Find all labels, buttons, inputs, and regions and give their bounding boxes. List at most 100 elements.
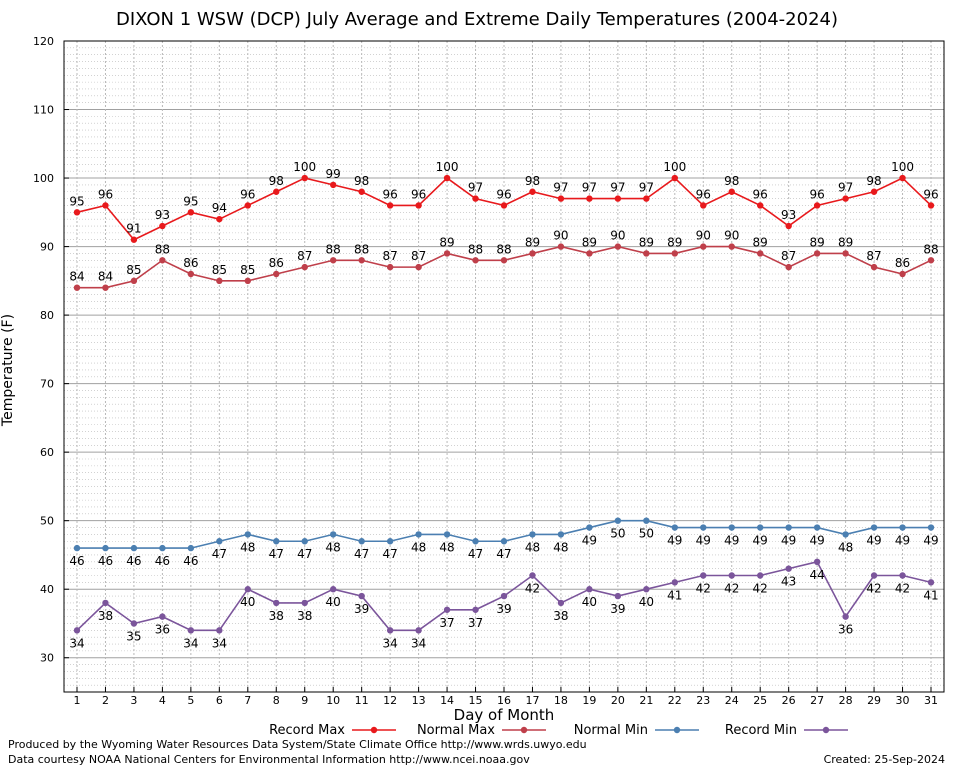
x-tick-label: 28 [839,694,853,707]
x-tick-label: 2 [102,694,109,707]
data-label: 98 [724,174,739,188]
data-label: 96 [240,187,255,201]
data-label: 47 [212,547,227,561]
data-point [927,257,935,264]
data-label: 39 [610,602,625,616]
data-label: 49 [753,534,768,548]
data-point [671,174,678,182]
data-point [842,195,849,202]
x-tick-label: 8 [273,694,280,707]
data-point [500,538,508,545]
data-label: 97 [468,181,483,195]
data-point [700,202,707,209]
data-label: 48 [838,540,853,554]
data-label: 38 [98,609,113,623]
data-label: 42 [525,582,540,596]
data-label: 47 [269,547,284,561]
data-point [899,572,906,579]
data-point [870,524,878,531]
data-label: 90 [724,229,739,243]
data-point [757,524,764,531]
data-label: 94 [212,201,227,215]
data-label: 37 [439,616,454,630]
data-label: 39 [354,602,369,616]
data-point [130,236,138,243]
data-point [529,250,536,257]
data-label: 46 [155,554,170,568]
data-point [330,257,337,264]
data-label: 86 [269,256,284,270]
data-label: 49 [923,534,938,548]
footer-created: Created: 25-Sep-2024 [823,753,945,766]
data-label: 97 [610,181,625,195]
data-label: 42 [696,582,711,596]
data-point [728,524,735,531]
data-label: 96 [809,187,824,201]
data-point [443,250,451,257]
x-tick-label: 5 [187,694,194,707]
data-point [187,270,195,278]
data-point [415,531,422,538]
data-label: 88 [326,242,341,256]
data-point [273,188,280,195]
data-label: 88 [923,242,938,256]
data-point [671,524,678,531]
data-label: 37 [468,616,483,630]
data-label: 50 [639,527,654,541]
data-point [301,599,308,607]
data-point [301,174,308,182]
data-point [728,572,735,579]
data-label: 90 [553,229,568,243]
x-tick-label: 19 [582,694,596,707]
data-label: 98 [269,174,284,188]
data-label: 85 [126,263,141,277]
x-tick-label: 20 [611,694,625,707]
data-point [472,195,479,202]
data-point [870,188,878,195]
data-label: 100 [293,160,316,174]
data-point [927,202,935,209]
x-tick-label: 29 [867,694,881,707]
data-point [557,531,565,538]
data-point [557,195,565,202]
data-point [330,181,337,189]
data-point [927,524,935,531]
x-tick-label: 18 [554,694,568,707]
data-point [102,599,109,607]
data-label: 97 [838,181,853,195]
x-tick-label: 22 [668,694,682,707]
data-label: 34 [382,636,397,650]
data-point [671,250,678,257]
data-label: 85 [212,263,227,277]
data-label: 96 [923,187,938,201]
data-label: 89 [439,235,454,249]
data-label: 88 [468,242,483,256]
data-point [870,572,878,579]
data-point [159,613,166,620]
data-label: 46 [98,554,113,568]
data-point [785,222,792,230]
data-label: 89 [582,235,597,249]
data-label: 97 [639,181,654,195]
data-label: 38 [553,609,568,623]
data-label: 89 [753,235,768,249]
data-point [443,174,451,182]
data-point [244,531,251,538]
legend-label: Record Min [725,723,797,738]
y-tick-label: 100 [33,172,54,185]
data-point [785,263,792,271]
data-point [301,538,308,545]
data-label: 41 [923,588,938,602]
data-label: 44 [809,568,824,582]
y-tick-label: 110 [33,104,54,117]
data-point [529,188,536,195]
data-point [187,627,195,634]
y-tick-label: 80 [40,309,54,322]
data-label: 48 [240,540,255,554]
data-point [813,250,821,257]
x-tick-label: 24 [725,694,739,707]
x-tick-label: 31 [924,694,938,707]
legend-label: Normal Min [574,723,648,738]
data-label: 96 [382,187,397,201]
